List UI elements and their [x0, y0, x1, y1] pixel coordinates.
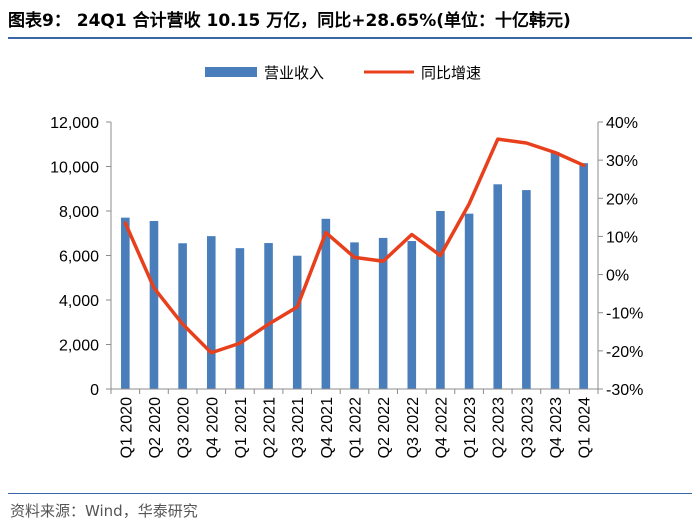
revenue-bar: [407, 241, 417, 389]
right-axis-tick-label: 40%: [606, 115, 638, 132]
left-axis-tick-label: 4,000: [59, 293, 99, 310]
legend-line-label: 同比增速: [421, 64, 481, 82]
right-axis-tick-label: 10%: [606, 229, 638, 246]
right-axis-tick-label: 20%: [606, 191, 638, 208]
left-axis-tick-label: 10,000: [50, 160, 99, 177]
x-axis-category-label: Q1 2020: [118, 397, 135, 458]
left-axis-tick-label: 2,000: [59, 338, 99, 355]
revenue-bar: [292, 255, 302, 389]
x-axis-category-label: Q4 2023: [548, 397, 565, 458]
revenue-bar: [350, 242, 359, 389]
x-axis-category-label: Q1 2024: [577, 397, 594, 458]
right-axis-tick-label: 30%: [606, 153, 638, 170]
x-axis-category-label: Q2 2021: [262, 397, 279, 458]
title-divider: [8, 37, 692, 39]
right-axis-tick-label: -10%: [606, 306, 643, 323]
x-axis-category-label: Q3 2022: [405, 397, 422, 458]
revenue-bar: [522, 190, 531, 389]
legend-bar-label: 营业收入: [264, 64, 324, 82]
right-axis-tick-label: -20%: [606, 344, 643, 361]
x-axis-category-label: Q2 2023: [491, 397, 508, 458]
revenue-bar: [321, 218, 331, 389]
revenue-bar: [178, 243, 187, 389]
x-axis-category-label: Q3 2023: [519, 397, 536, 458]
left-axis-tick-label: 6,000: [59, 249, 99, 266]
revenue-bar: [206, 236, 216, 389]
revenue-bar: [464, 213, 474, 389]
x-axis-category-label: Q4 2020: [204, 397, 221, 458]
x-axis-category-label: Q1 2023: [462, 397, 479, 458]
revenue-bar: [149, 221, 159, 389]
x-axis-category-label: Q1 2022: [348, 397, 365, 458]
growth-line: [123, 137, 586, 355]
left-axis-tick-label: 12,000: [50, 115, 99, 132]
right-axis-tick-label: 0%: [606, 268, 629, 285]
figure-title: 图表9： 24Q1 合计营收 10.15 万亿，同比+28.65%(单位：十亿韩…: [8, 11, 571, 31]
x-axis-category-label: Q2 2020: [147, 397, 164, 458]
x-axis-category-label: Q1 2021: [233, 397, 250, 458]
revenue-bar: [235, 248, 245, 389]
revenue-bar: [121, 217, 130, 389]
footer-divider: [8, 493, 692, 494]
revenue-bar: [436, 211, 445, 389]
revenue-bar: [378, 237, 388, 389]
plot-area: 0 2,000 4,000 6,000 8,000 10,000 12,000 -30% -20…: [50, 115, 643, 458]
x-axis-category-label: Q3 2020: [176, 397, 193, 458]
revenue-bar: [550, 152, 560, 389]
source-note: 资料来源：Wind，华泰研究: [10, 502, 198, 520]
revenue-bar: [579, 163, 588, 389]
left-axis-tick-label: 0: [90, 382, 99, 399]
right-axis-tick-label: -30%: [606, 382, 643, 399]
revenue-bar: [493, 184, 503, 389]
x-axis-category-label: Q4 2022: [433, 397, 450, 458]
revenue-bar: [264, 243, 273, 389]
legend: 营业收入 同比增速: [205, 64, 481, 82]
x-axis-category-label: Q3 2021: [290, 397, 307, 458]
x-axis-category-label: Q2 2022: [376, 397, 393, 458]
legend-bar-swatch: [205, 67, 257, 77]
left-axis-tick-label: 8,000: [59, 204, 99, 221]
x-axis-category-label: Q4 2021: [319, 397, 336, 458]
